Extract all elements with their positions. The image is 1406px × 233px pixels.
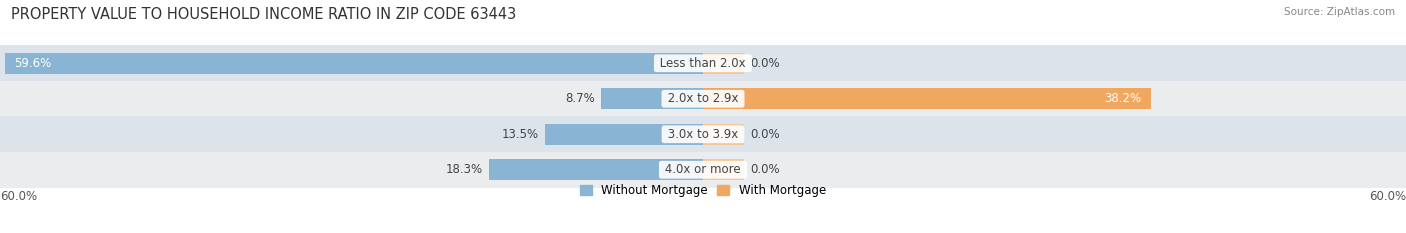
Text: 0.0%: 0.0%	[749, 128, 779, 141]
Text: 8.7%: 8.7%	[565, 92, 595, 105]
Text: 0.0%: 0.0%	[749, 57, 779, 70]
Text: Source: ZipAtlas.com: Source: ZipAtlas.com	[1284, 7, 1395, 17]
Bar	[0, 81, 1406, 116]
Text: 2.0x to 2.9x: 2.0x to 2.9x	[664, 92, 742, 105]
Legend: Without Mortgage, With Mortgage: Without Mortgage, With Mortgage	[581, 184, 825, 197]
Bar	[489, 159, 703, 180]
Text: 0.0%: 0.0%	[749, 163, 779, 176]
Bar	[703, 53, 744, 74]
Bar	[703, 89, 1150, 109]
Text: 60.0%: 60.0%	[1369, 190, 1406, 203]
Text: PROPERTY VALUE TO HOUSEHOLD INCOME RATIO IN ZIP CODE 63443: PROPERTY VALUE TO HOUSEHOLD INCOME RATIO…	[11, 7, 516, 22]
Bar	[602, 89, 703, 109]
Text: 4.0x or more: 4.0x or more	[661, 163, 745, 176]
Text: 3.0x to 3.9x: 3.0x to 3.9x	[664, 128, 742, 141]
Text: Less than 2.0x: Less than 2.0x	[657, 57, 749, 70]
Text: 38.2%: 38.2%	[1104, 92, 1142, 105]
Bar	[703, 124, 744, 144]
Text: 13.5%: 13.5%	[502, 128, 538, 141]
Bar	[0, 152, 1406, 188]
Text: 60.0%: 60.0%	[0, 190, 37, 203]
Bar	[703, 159, 744, 180]
Bar	[4, 53, 703, 74]
Text: 18.3%: 18.3%	[446, 163, 482, 176]
Text: 59.6%: 59.6%	[14, 57, 51, 70]
Bar	[0, 45, 1406, 81]
Bar	[0, 116, 1406, 152]
Bar	[546, 124, 703, 144]
